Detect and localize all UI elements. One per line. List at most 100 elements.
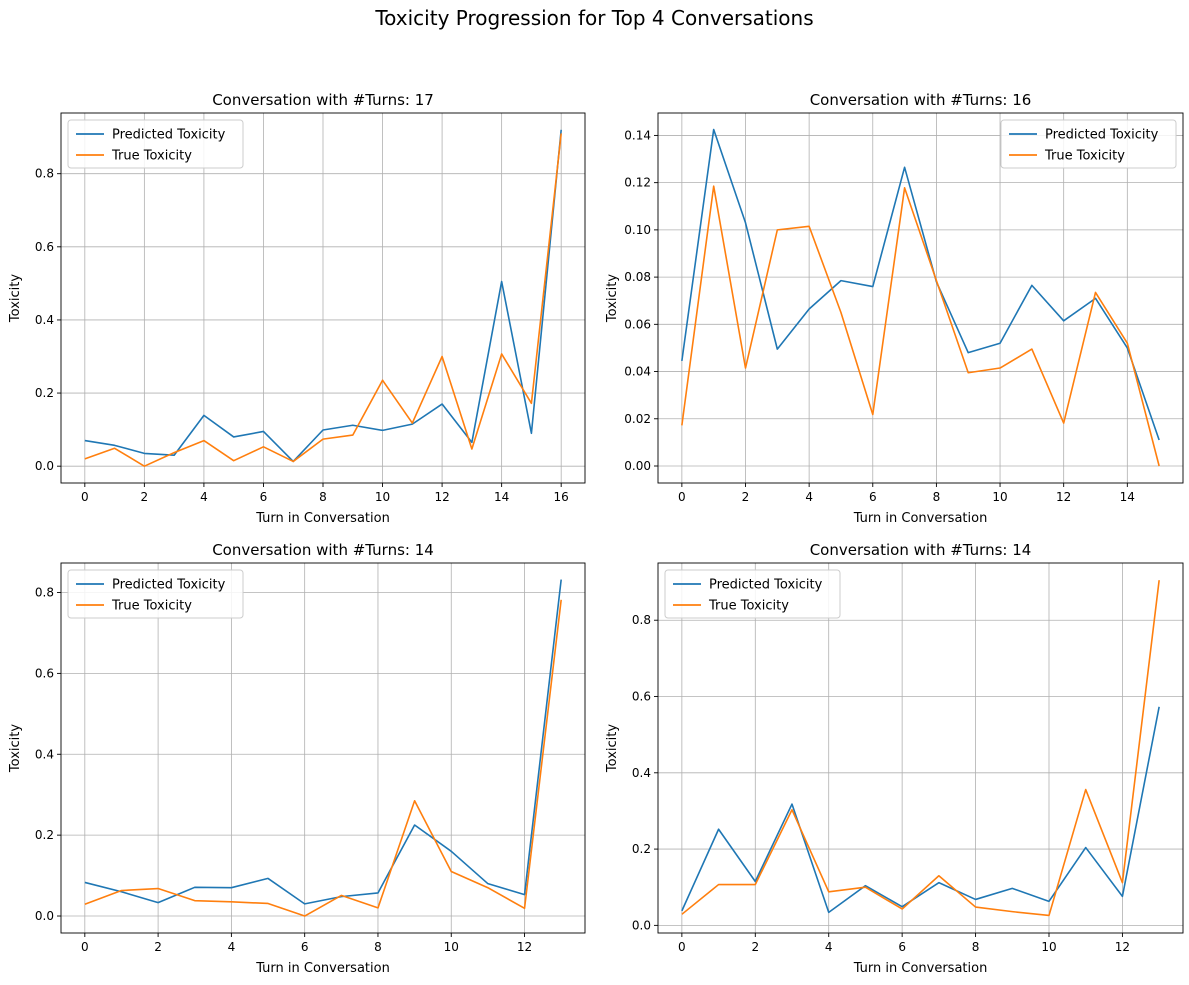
x-tick-label: 0 <box>81 940 89 954</box>
x-tick-label: 0 <box>81 490 89 504</box>
y-tick-label: 0.6 <box>632 690 651 704</box>
legend-box <box>664 569 841 619</box>
y-tick-label: 0.8 <box>35 586 54 600</box>
x-tick-label: 8 <box>933 490 941 504</box>
x-tick-label: 10 <box>444 940 459 954</box>
y-tick-label: 0.08 <box>624 270 651 284</box>
series-line-true <box>84 599 562 917</box>
x-tick-label: 2 <box>751 940 759 954</box>
subplot-grid: 0 2 4 6 8 10 12 14 16 0.0 0.2 0.4 0.6 0.8 Conversation… <box>8 91 1184 976</box>
x-tick-label: 4 <box>200 490 208 504</box>
x-tick-label: 0 <box>678 940 686 954</box>
series-line-true <box>681 580 1160 917</box>
plot-frame <box>657 112 1184 484</box>
legend-label: True Toxicity <box>111 149 192 164</box>
y-tick-label: 0.8 <box>35 167 54 181</box>
y-tick-label: 0.10 <box>624 223 651 237</box>
legend: Predicted Toxicity True Toxicity <box>67 569 244 619</box>
subplot-title: Conversation with #Turns: 14 <box>810 541 1032 559</box>
series-line-true <box>681 185 1160 467</box>
legend: Predicted Toxicity True Toxicity <box>664 569 841 619</box>
legend-box <box>67 119 244 169</box>
subplot-title: Conversation with #Turns: 14 <box>212 541 434 559</box>
y-tick-label: 0.00 <box>624 459 651 473</box>
x-tick-label: 2 <box>141 490 149 504</box>
subplot-title: Conversation with #Turns: 17 <box>212 91 434 109</box>
y-tick-label: 0.8 <box>632 613 651 627</box>
x-tick-label: 8 <box>319 490 327 504</box>
x-tick-label: 16 <box>554 490 569 504</box>
series-line-predicted <box>84 129 562 463</box>
legend-label: True Toxicity <box>111 599 192 614</box>
y-tick-label: 0.2 <box>35 386 54 400</box>
y-axis-label: Toxicity <box>8 274 23 323</box>
y-axis-label: Toxicity <box>8 724 23 773</box>
x-tick-label: 14 <box>494 490 509 504</box>
x-tick-label: 12 <box>1115 940 1130 954</box>
x-tick-label: 12 <box>517 940 532 954</box>
legend: Predicted Toxicity True Toxicity <box>67 119 244 169</box>
legend-box <box>1000 119 1177 169</box>
grid <box>61 113 585 483</box>
y-tick-label: 0.0 <box>35 909 54 923</box>
x-tick-label: 10 <box>1041 940 1056 954</box>
y-axis-label: Toxicity <box>605 274 620 323</box>
subplot-4: 0 2 4 6 8 10 12 0.0 0.2 0.4 0.6 0.8 Conversation wit… <box>605 541 1184 976</box>
y-tick-label: 0.06 <box>624 317 651 331</box>
x-tick-label: 8 <box>972 940 980 954</box>
series-line-predicted <box>84 579 562 905</box>
x-tick-label: 4 <box>805 490 813 504</box>
series-line-predicted <box>681 128 1160 441</box>
series-line-true <box>84 133 562 467</box>
y-tick-label: 0.2 <box>632 842 651 856</box>
x-tick-label: 4 <box>228 940 236 954</box>
x-tick-label: 12 <box>434 490 449 504</box>
x-axis-label: Turn in Conversation <box>853 511 988 526</box>
x-tick-label: 6 <box>869 490 877 504</box>
legend-label: True Toxicity <box>708 599 789 614</box>
subplot-title: Conversation with #Turns: 16 <box>810 91 1032 109</box>
y-tick-label: 0.0 <box>35 459 54 473</box>
x-tick-label: 10 <box>375 490 390 504</box>
legend-label: Predicted Toxicity <box>112 578 226 593</box>
grid <box>658 113 1183 483</box>
x-tick-label: 2 <box>742 490 750 504</box>
subplot-2: 0 2 4 6 8 10 12 14 0.00 0.02 0.04 0.06 0.08 0.10 0.12 0… <box>605 91 1184 526</box>
x-tick-label: 4 <box>825 940 833 954</box>
subplot-1: 0 2 4 6 8 10 12 14 16 0.0 0.2 0.4 0.6 0.8 Conversation… <box>8 91 586 526</box>
x-tick-label: 6 <box>260 490 268 504</box>
y-tick-label: 0.14 <box>624 128 651 142</box>
x-axis-label: Turn in Conversation <box>255 511 390 526</box>
grid <box>658 563 1183 933</box>
x-tick-label: 6 <box>301 940 309 954</box>
y-tick-label: 0.4 <box>632 766 651 780</box>
y-tick-label: 0.4 <box>35 313 54 327</box>
x-axis-label: Turn in Conversation <box>853 961 988 976</box>
y-tick-label: 0.12 <box>624 176 651 190</box>
subplot-3: 0 2 4 6 8 10 12 0.0 0.2 0.4 0.6 0.8 Conversation wit… <box>8 541 586 976</box>
plot-frame <box>60 562 586 934</box>
y-tick-label: 0.02 <box>624 412 651 426</box>
legend-label: Predicted Toxicity <box>1045 128 1159 143</box>
x-tick-label: 10 <box>992 490 1007 504</box>
y-tick-label: 0.6 <box>35 666 54 680</box>
plot-frame <box>657 562 1184 934</box>
x-tick-label: 0 <box>678 490 686 504</box>
figure-title: Toxicity Progression for Top 4 Conversat… <box>374 6 813 30</box>
x-tick-label: 8 <box>374 940 382 954</box>
y-tick-label: 0.0 <box>632 918 651 932</box>
y-tick-label: 0.2 <box>35 828 54 842</box>
legend-box <box>67 569 244 619</box>
series-line-predicted <box>681 706 1160 914</box>
y-tick-label: 0.04 <box>624 365 651 379</box>
x-tick-label: 12 <box>1056 490 1071 504</box>
y-axis-label: Toxicity <box>605 724 620 773</box>
grid <box>61 563 585 933</box>
x-tick-label: 6 <box>898 940 906 954</box>
legend-label: Predicted Toxicity <box>709 578 823 593</box>
x-tick-label: 2 <box>154 940 162 954</box>
x-tick-label: 14 <box>1120 490 1135 504</box>
y-tick-label: 0.4 <box>35 747 54 761</box>
x-axis-label: Turn in Conversation <box>255 961 390 976</box>
